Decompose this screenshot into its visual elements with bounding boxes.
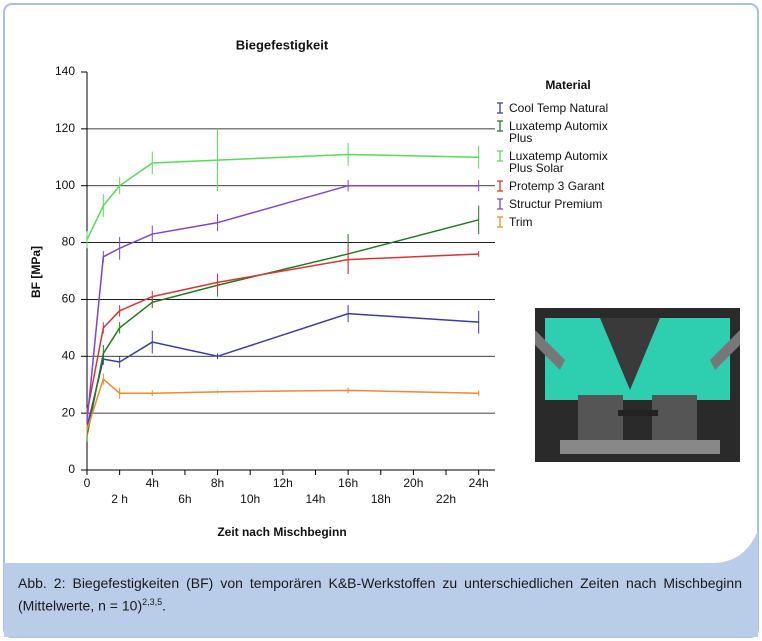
y-axis-label: BF [MPa]: [29, 246, 43, 298]
x-tick-label: 4h: [146, 476, 159, 490]
legend-label: Luxatemp Automix Plus: [509, 120, 627, 144]
y-tick-label: 80: [62, 235, 76, 249]
caption-end: .: [162, 598, 166, 614]
chart: Biegefestigkeit Zeit nach Mischbeginn BF…: [0, 0, 762, 641]
legend-title: Material: [545, 78, 590, 92]
x-tick-label: 12h: [273, 476, 293, 490]
caption: Abb. 2: Biegefestigkeiten (BF) von tempo…: [18, 574, 742, 616]
x-tick-label: 20h: [403, 476, 423, 490]
photo: [535, 308, 740, 462]
page: Biegefestigkeit Zeit nach Mischbeginn BF…: [0, 0, 762, 641]
legend-label: Luxatemp Automix Plus Solar: [509, 150, 627, 174]
caption-text: Abb. 2: Biegefestigkeiten (BF) von tempo…: [18, 575, 742, 614]
legend-label: Structur Premium: [509, 198, 627, 210]
y-tick-label: 100: [55, 178, 75, 192]
chart-title: Biegefestigkeit: [236, 37, 329, 52]
x-tick-label: 6h: [178, 492, 191, 506]
legend-label: Trim: [509, 216, 627, 228]
y-tick-label: 120: [55, 121, 75, 135]
x-tick-label: 10h: [240, 492, 260, 506]
legend-label: Cool Temp Natural: [509, 102, 627, 114]
x-tick-label: 18h: [371, 492, 391, 506]
y-tick-label: 140: [55, 64, 75, 78]
x-tick-label: 8h: [211, 476, 224, 490]
y-tick-label: 0: [68, 462, 75, 476]
x-tick-label: 24h: [469, 476, 489, 490]
x-tick-label: 22h: [436, 492, 456, 506]
legend-label: Protemp 3 Garant: [509, 180, 627, 192]
x-axis-label: Zeit nach Mischbeginn: [217, 525, 346, 539]
x-tick-label: 0: [84, 476, 91, 490]
caption-superscript: 2,3,5: [142, 597, 162, 607]
y-tick-label: 20: [62, 405, 76, 419]
x-tick-label: 2 h: [111, 492, 128, 506]
y-tick-label: 40: [62, 348, 76, 362]
x-tick-label: 14h: [305, 492, 325, 506]
y-tick-label: 60: [62, 292, 76, 306]
x-tick-label: 16h: [338, 476, 358, 490]
